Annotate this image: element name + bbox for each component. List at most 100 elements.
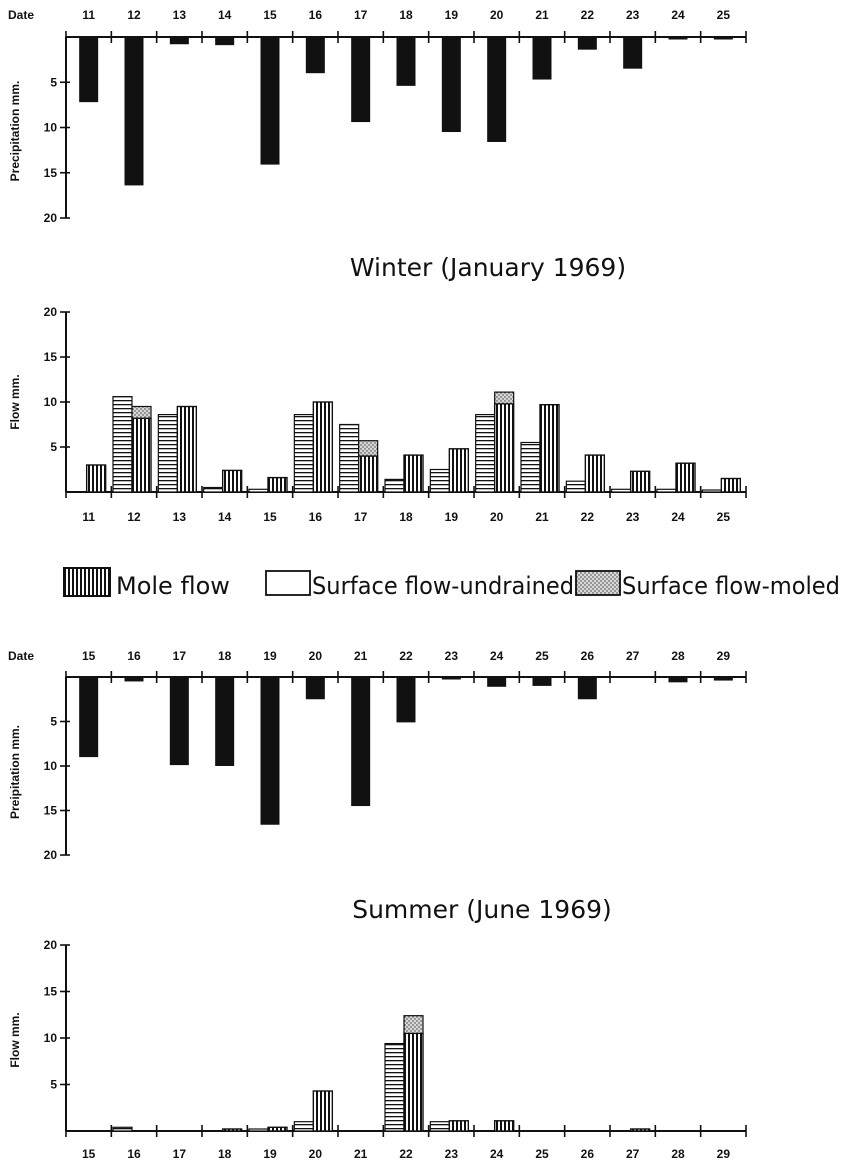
- mole-bar-21: [539, 404, 560, 493]
- date-tick-label: 20: [490, 510, 504, 524]
- date-tick-label: 24: [671, 510, 685, 524]
- date-tick-label: 12: [127, 510, 141, 524]
- mole-bar-19: [448, 448, 470, 493]
- winter-precip-ylabel: Precipitation mm.: [8, 81, 22, 182]
- date-tick-label: 24: [490, 1147, 504, 1161]
- precip-bar-25: [532, 677, 552, 686]
- date-tick-label: 20: [309, 649, 323, 663]
- precip-bar-20: [487, 37, 507, 142]
- mole-bar-22: [584, 454, 606, 493]
- winter-title: Winter (January 1969): [350, 253, 626, 282]
- date-tick-label: 25: [717, 8, 731, 22]
- date-label-summer: Date: [8, 649, 34, 663]
- undrained-bar-15: [248, 488, 269, 493]
- date-tick-label: 18: [399, 8, 413, 22]
- precip-bar-22: [396, 677, 416, 723]
- undrained-bar-19: [248, 1128, 269, 1132]
- precip-bar-22: [577, 37, 597, 50]
- precip-bar-15: [260, 37, 280, 165]
- precip-bar-25: [713, 37, 733, 40]
- undrained-bar-22: [565, 480, 586, 493]
- winter-flow-chart: 5 10 15 20 11 12 13 14 15 16 17 18 19 20 21 22 23 24 25: [44, 305, 747, 524]
- precip-bar-23: [441, 677, 461, 680]
- undrained-bar-17: [339, 423, 360, 493]
- undrained-bar-16: [112, 1126, 133, 1132]
- date-tick-label: 15: [263, 8, 277, 22]
- moled-surface-bar-20: [494, 391, 515, 405]
- y-tick-label: 5: [50, 1078, 57, 1092]
- date-tick-label: 16: [127, 649, 141, 663]
- date-tick-label: 22: [399, 649, 413, 663]
- undrained-bar-23: [429, 1121, 450, 1132]
- mole-bar-24: [493, 1120, 515, 1132]
- date-tick-label: 15: [82, 649, 96, 663]
- date-tick-label: 20: [309, 1147, 323, 1161]
- mole-bar-20: [493, 403, 515, 493]
- date-tick-label: 11: [82, 8, 95, 22]
- undrained-bar-16: [293, 414, 314, 493]
- legend-label-surface-undrained: Surface flow-undrained: [312, 572, 574, 600]
- precip-bar-17: [351, 37, 371, 123]
- date-tick-label: 18: [218, 1147, 232, 1161]
- mole-bar-18: [403, 454, 424, 493]
- precip-bar-16: [305, 37, 325, 74]
- date-label-winter: Date: [8, 8, 34, 22]
- mole-bar-17: [357, 455, 379, 493]
- date-tick-label: 26: [581, 1147, 595, 1161]
- date-tick-label: 24: [490, 649, 504, 663]
- winter-flow-ylabel: Flow mm.: [8, 374, 22, 429]
- legend-swatch-surface-moled: [575, 570, 621, 596]
- summer-precip-ylabel: Preipitation mm.: [8, 725, 22, 819]
- moled-surface-bar-22: [403, 1015, 424, 1034]
- y-tick-label: 15: [44, 350, 58, 364]
- undrained-bar-12: [112, 396, 133, 493]
- y-tick-label: 15: [44, 166, 58, 180]
- summer-flow-ylabel: Flow mm.: [8, 1012, 22, 1067]
- winter-precipitation-chart: 5 10 15 20 11 12 13 14 15 16 17 18 19 20 21 22 23 24 25: [44, 8, 747, 225]
- date-tick-label: 23: [626, 8, 640, 22]
- date-tick-label: 22: [581, 510, 595, 524]
- date-tick-label: 18: [218, 649, 232, 663]
- legend-swatch-surface-undrained: [265, 570, 311, 596]
- moled-surface-bar-17: [358, 440, 379, 457]
- date-tick-label: 20: [490, 8, 504, 22]
- date-tick-label: 21: [354, 1147, 368, 1161]
- date-tick-label: 21: [354, 649, 368, 663]
- legend-label-surface-moled: Surface flow-moled: [622, 572, 840, 600]
- precip-bar-21: [532, 37, 552, 80]
- date-tick-label: 23: [445, 1147, 459, 1161]
- date-tick-label: 28: [671, 1147, 685, 1161]
- mole-bar-23: [629, 470, 651, 493]
- undrained-bar-20: [475, 414, 496, 493]
- legend: Mole flow Surface flow-undrained Surface…: [63, 567, 840, 600]
- date-tick-label: 23: [626, 510, 640, 524]
- y-tick-label: 10: [44, 395, 58, 409]
- date-tick-label: 17: [173, 1147, 187, 1161]
- y-tick-label: 5: [50, 440, 57, 454]
- precip-bar-15: [79, 677, 99, 758]
- mole-bar-16: [312, 401, 334, 493]
- date-tick-label: 19: [263, 649, 277, 663]
- date-tick-label: 22: [581, 8, 595, 22]
- legend-label-mole-flow: Mole flow: [116, 572, 230, 600]
- y-tick-label: 10: [44, 1031, 58, 1045]
- date-tick-label: 23: [445, 649, 459, 663]
- undrained-bar-14: [203, 486, 224, 493]
- date-tick-label: 27: [626, 649, 640, 663]
- date-tick-label: 16: [127, 1147, 141, 1161]
- date-tick-label: 25: [535, 649, 549, 663]
- y-tick-label: 15: [44, 985, 58, 999]
- precip-bar-14: [215, 37, 235, 46]
- undrained-bar-22: [384, 1042, 405, 1132]
- mole-bar-22: [403, 1032, 424, 1132]
- y-tick-label: 10: [44, 759, 58, 773]
- precip-bar-12: [124, 37, 144, 186]
- date-tick-label: 15: [263, 510, 277, 524]
- date-tick-label: 24: [671, 8, 685, 22]
- date-tick-label: 25: [717, 510, 731, 524]
- precip-bar-19: [441, 37, 461, 133]
- mole-bar-19: [267, 1126, 288, 1132]
- undrained-bar-19: [429, 468, 450, 493]
- undrained-bar-21: [520, 441, 541, 493]
